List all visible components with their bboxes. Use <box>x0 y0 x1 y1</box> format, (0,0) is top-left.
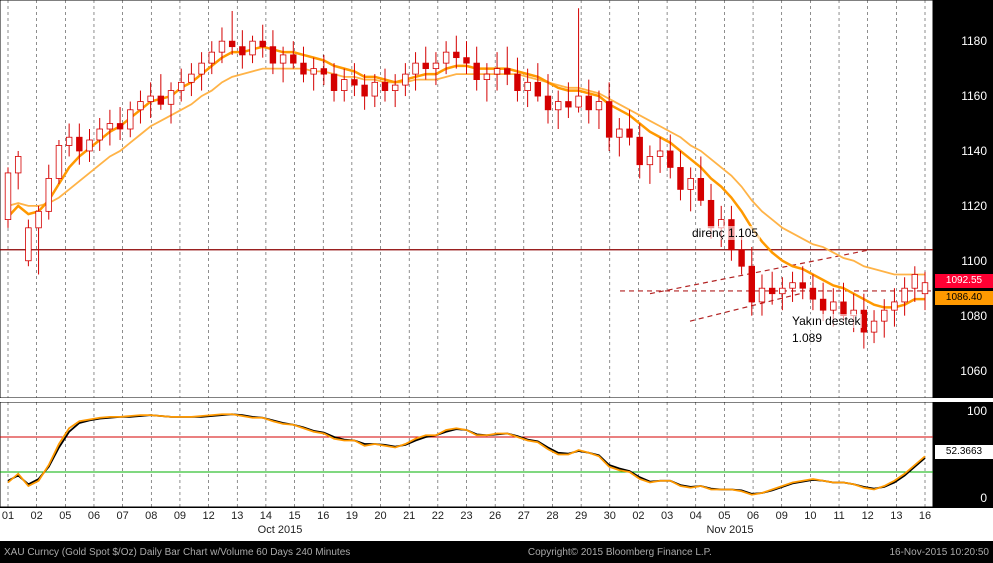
chart-annotation: 1.089 <box>790 331 824 345</box>
price-chart[interactable]: direnç 1.105 Yakın destek 1.089 <box>0 0 933 398</box>
chart-container: direnç 1.105 Yakın destek 1.089 1060 1080 11… <box>0 0 993 563</box>
price-tag: 1086.40 <box>935 291 993 305</box>
x-tick: 03 <box>661 510 673 522</box>
x-tick: 06 <box>747 510 759 522</box>
x-tick: 09 <box>174 510 186 522</box>
x-axis: 01 02 05 06 07 08 09 12 13 14 15 16 19 20 21 22 23 26 27 28… <box>0 507 993 542</box>
x-tick: 28 <box>546 510 558 522</box>
footer-timestamp: 16-Nov-2015 10:20:50 <box>889 547 989 558</box>
x-tick: 21 <box>403 510 415 522</box>
x-tick: 26 <box>489 510 501 522</box>
x-tick: 12 <box>862 510 874 522</box>
y-tick: 1080 <box>960 309 987 323</box>
y-tick: 1100 <box>961 254 987 268</box>
oscillator-chart[interactable] <box>0 402 933 507</box>
x-tick: 12 <box>202 510 214 522</box>
x-tick: 15 <box>288 510 300 522</box>
chart-annotation: Yakın destek <box>790 314 862 328</box>
x-tick: 30 <box>604 510 616 522</box>
y-axis-oscillator: 0 100 52.3663 <box>933 402 993 507</box>
y-tick-sub: 100 <box>967 404 987 418</box>
footer-copyright: Copyright© 2015 Bloomberg Finance L.P. <box>528 547 712 558</box>
y-tick: 1180 <box>961 34 987 48</box>
x-tick: 14 <box>260 510 272 522</box>
chart-footer: XAU Curncy (Gold Spot $/Oz) Daily Bar Ch… <box>0 542 993 563</box>
x-tick: 05 <box>59 510 71 522</box>
y-tick-sub: 0 <box>980 491 987 505</box>
x-tick: 02 <box>31 510 43 522</box>
x-tick: 08 <box>145 510 157 522</box>
x-tick: 13 <box>231 510 243 522</box>
price-tag: 1092.55 <box>935 274 993 288</box>
y-tick: 1140 <box>961 144 987 158</box>
y-tick: 1060 <box>960 364 987 378</box>
x-tick: 10 <box>804 510 816 522</box>
x-tick: 06 <box>88 510 100 522</box>
month-label: Nov 2015 <box>706 524 753 536</box>
x-tick: 29 <box>575 510 587 522</box>
x-tick: 01 <box>2 510 14 522</box>
x-tick: 02 <box>632 510 644 522</box>
x-tick: 11 <box>833 510 844 522</box>
x-tick: 09 <box>776 510 788 522</box>
x-tick: 04 <box>690 510 702 522</box>
x-tick: 23 <box>460 510 472 522</box>
x-tick: 20 <box>374 510 386 522</box>
footer-description: XAU Curncy (Gold Spot $/Oz) Daily Bar Ch… <box>4 547 350 558</box>
indicator-tag: 52.3663 <box>935 445 993 459</box>
y-axis-price: 1060 1080 1100 1120 1140 1160 1180 1092.55 1086.… <box>933 0 993 398</box>
month-label: Oct 2015 <box>258 524 303 536</box>
x-tick: 13 <box>890 510 902 522</box>
x-tick: 27 <box>518 510 530 522</box>
y-tick: 1160 <box>961 89 987 103</box>
x-tick: 16 <box>919 510 931 522</box>
x-tick: 05 <box>718 510 730 522</box>
y-tick: 1120 <box>961 199 987 213</box>
x-tick: 16 <box>317 510 329 522</box>
x-tick: 19 <box>346 510 358 522</box>
x-tick: 07 <box>117 510 129 522</box>
x-tick: 22 <box>432 510 444 522</box>
chart-annotation: direnç 1.105 <box>690 226 760 240</box>
